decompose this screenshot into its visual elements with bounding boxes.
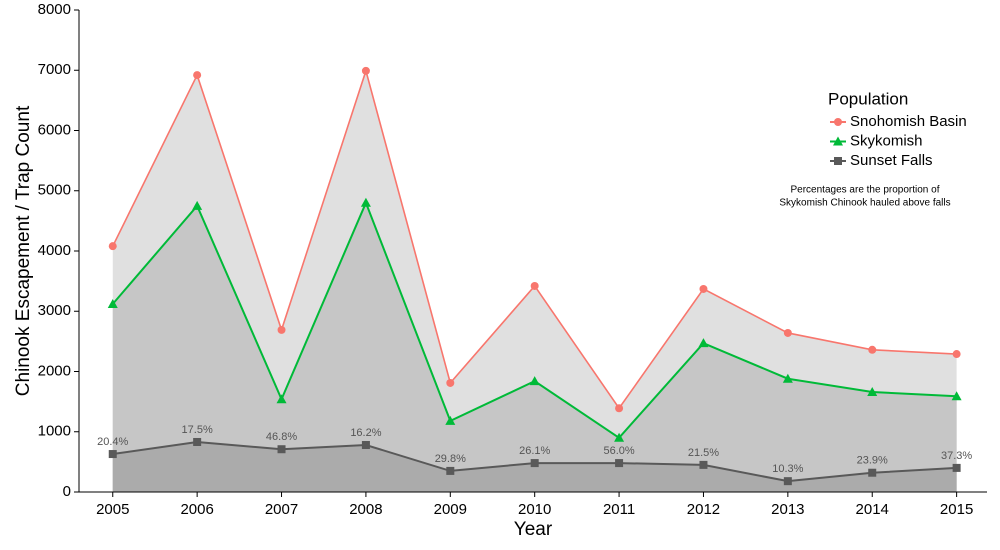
point <box>952 463 961 472</box>
point <box>529 376 540 386</box>
point <box>615 459 624 468</box>
point <box>446 378 455 387</box>
point <box>530 281 539 290</box>
point <box>360 197 371 207</box>
point <box>446 466 455 475</box>
point <box>361 441 370 450</box>
point <box>277 445 286 454</box>
legend-marker <box>833 136 843 146</box>
y-tick-label: 7000 <box>38 61 71 78</box>
y-tick-label: 0 <box>63 483 71 500</box>
x-tick-label: 2015 <box>940 501 973 518</box>
point <box>783 477 792 486</box>
percent-label: 46.8% <box>266 431 297 443</box>
percent-label: 16.2% <box>350 427 381 439</box>
point <box>107 299 118 309</box>
x-tick-label: 2008 <box>349 501 382 518</box>
percent-label: 56.0% <box>603 445 634 457</box>
x-tick-label: 2012 <box>687 501 720 518</box>
y-tick-label: 3000 <box>38 302 71 319</box>
point <box>782 373 793 383</box>
point <box>193 437 202 446</box>
point <box>193 71 202 80</box>
point <box>952 350 961 359</box>
x-tick-label: 2009 <box>434 501 467 518</box>
x-tick-label: 2010 <box>518 501 551 518</box>
y-tick-label: 6000 <box>38 121 71 138</box>
point <box>698 338 709 348</box>
point <box>783 328 792 337</box>
point <box>614 432 625 442</box>
point <box>192 200 203 210</box>
area <box>112 202 957 493</box>
legend-title: Population <box>828 89 908 108</box>
x-tick-label: 2014 <box>856 501 889 518</box>
point <box>868 468 877 477</box>
legend-label: Skykomish <box>850 132 923 149</box>
percent-label: 10.3% <box>772 463 803 475</box>
point <box>361 66 370 75</box>
note: Skykomish Chinook hauled above falls <box>779 198 950 209</box>
point <box>445 415 456 425</box>
y-tick-label: 1000 <box>38 423 71 440</box>
legend-marker <box>834 157 842 165</box>
legend-label: Snohomish Basin <box>850 113 967 130</box>
y-tick-label: 5000 <box>38 182 71 199</box>
x-tick-label: 2013 <box>771 501 804 518</box>
percent-label: 29.8% <box>435 453 466 465</box>
point <box>277 325 286 334</box>
point <box>951 391 962 401</box>
point <box>108 242 117 251</box>
percent-label: 37.3% <box>941 450 972 462</box>
point <box>699 284 708 293</box>
percent-label: 17.5% <box>182 424 213 436</box>
legend-marker <box>834 118 842 126</box>
point <box>530 459 539 468</box>
y-tick-label: 2000 <box>38 362 71 379</box>
point <box>108 450 117 459</box>
x-axis-title: Year <box>514 519 553 540</box>
x-tick-label: 2005 <box>96 501 129 518</box>
y-axis-title: Chinook Escapement / Trap Count <box>13 105 34 396</box>
point <box>868 345 877 354</box>
percent-label: 21.5% <box>688 447 719 459</box>
point <box>867 386 878 396</box>
percent-label: 23.9% <box>857 455 888 467</box>
percent-label: 26.1% <box>519 445 550 457</box>
point <box>615 404 624 413</box>
x-tick-label: 2006 <box>180 501 213 518</box>
legend-label: Sunset Falls <box>850 152 933 169</box>
y-tick-label: 4000 <box>38 242 71 259</box>
note: Percentages are the proportion of <box>791 185 940 196</box>
x-tick-label: 2011 <box>603 501 635 518</box>
y-tick-label: 8000 <box>38 1 71 18</box>
percent-label: 20.4% <box>97 436 128 448</box>
point <box>699 460 708 469</box>
x-tick-label: 2007 <box>265 501 298 518</box>
point <box>276 394 287 404</box>
